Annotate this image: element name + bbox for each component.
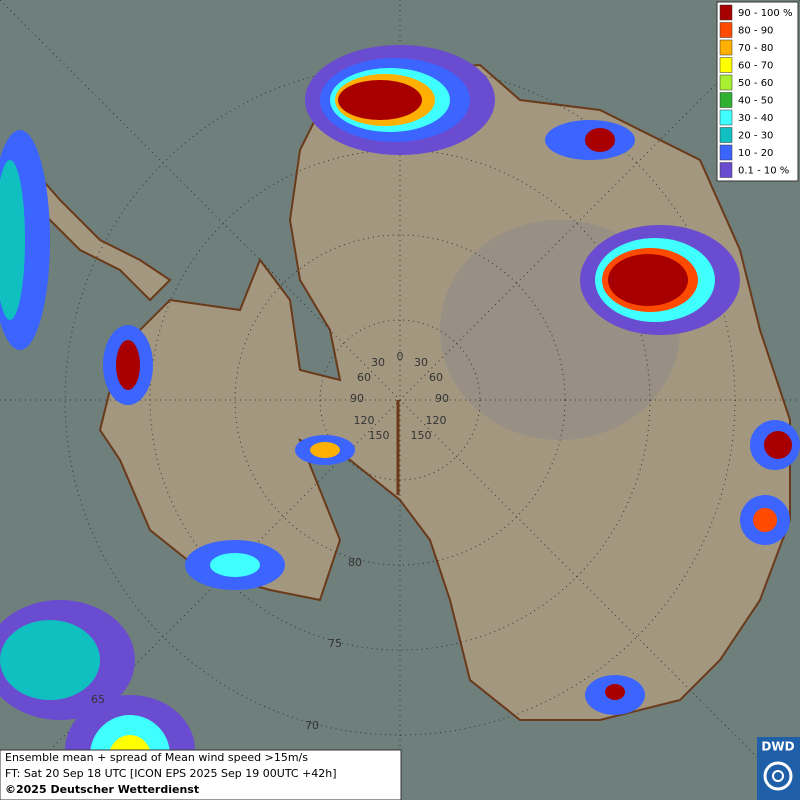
legend-label: 10 - 20 <box>738 148 773 159</box>
legend-label: 30 - 40 <box>738 113 773 124</box>
footer-line: Ensemble mean + spread of Mean wind spee… <box>5 751 308 764</box>
longitude-label: 150 <box>411 429 432 442</box>
longitude-label: 30 <box>414 356 428 369</box>
logo-icon <box>772 770 784 782</box>
longitude-label: 90 <box>435 392 449 405</box>
longitude-label: 120 <box>354 414 375 427</box>
legend-swatch <box>719 22 733 38</box>
latitude-label: 75 <box>328 637 342 650</box>
legend-label: 60 - 70 <box>738 61 773 72</box>
legend-swatch <box>719 57 733 73</box>
latitude-label: 80 <box>348 556 362 569</box>
legend-swatch <box>719 144 733 161</box>
legend-label: 90 - 100 % <box>738 8 792 19</box>
longitude-label: 120 <box>426 414 447 427</box>
legend-label: 50 - 60 <box>738 78 773 89</box>
legend-label: 70 - 80 <box>738 43 773 54</box>
legend-swatch <box>719 162 733 178</box>
logo-text: DWD <box>761 740 794 754</box>
legend-swatch <box>719 109 733 126</box>
longitude-label: 30 <box>371 356 385 369</box>
legend-label: 80 - 90 <box>738 26 773 37</box>
legend-swatch <box>719 92 733 108</box>
footer-line: ©2025 Deutscher Wetterdienst <box>5 783 199 796</box>
longitude-label: 60 <box>429 371 443 384</box>
logo-icon <box>763 761 793 791</box>
footer-box <box>0 749 402 800</box>
legend: 90 - 100 % 80 - 90 70 - 80 60 - 70 50 - 60 40… <box>716 1 799 182</box>
legend-swatch <box>719 74 733 91</box>
longitude-label: 90 <box>350 392 364 405</box>
legend-label: 0.1 - 10 % <box>738 166 789 177</box>
longitude-label: 150 <box>369 429 390 442</box>
legend-label: 20 - 30 <box>738 131 773 142</box>
latitude-label: 70 <box>305 719 319 732</box>
logo: DWD <box>757 737 800 800</box>
legend-swatch <box>719 39 733 56</box>
footer: Ensemble mean + spread of Mean wind spee… <box>0 749 402 800</box>
legend-swatch <box>719 127 733 143</box>
longitude-label: 60 <box>357 371 371 384</box>
legend-label: 40 - 50 <box>738 96 773 107</box>
legend-swatch <box>719 4 733 21</box>
latitude-label: 65 <box>91 693 105 706</box>
longitude-label: 0 <box>397 350 404 363</box>
footer-line: FT: Sat 20 Sep 18 UTC [ICON EPS 2025 Sep… <box>5 767 337 780</box>
